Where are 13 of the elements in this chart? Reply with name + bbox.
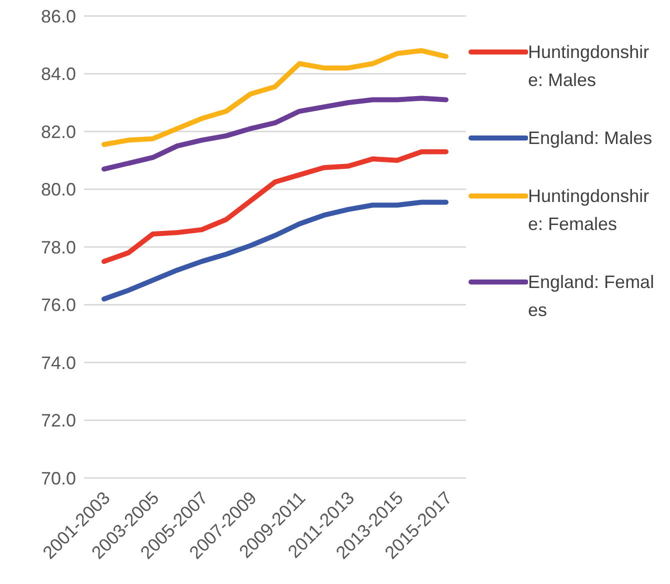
legend-label: Huntingdonshire: Males bbox=[528, 41, 650, 92]
y-tick-label: 74.0 bbox=[40, 352, 76, 373]
legend-label: England: Females bbox=[528, 271, 656, 322]
y-tick-label: 82.0 bbox=[40, 122, 76, 142]
y-tick-label: 80.0 bbox=[40, 180, 76, 200]
legend-label: Huntingdonshire: Females bbox=[528, 185, 650, 236]
y-tick-label: 70.0 bbox=[40, 468, 76, 488]
y-tick-label: 76.0 bbox=[40, 295, 76, 316]
y-tick-label: 72.0 bbox=[40, 410, 76, 431]
y-tick-label: 78.0 bbox=[40, 237, 76, 258]
y-tick-label: 84.0 bbox=[40, 64, 76, 84]
y-tick-label: 86.0 bbox=[40, 6, 76, 26]
legend-label: England: Males bbox=[528, 127, 654, 150]
